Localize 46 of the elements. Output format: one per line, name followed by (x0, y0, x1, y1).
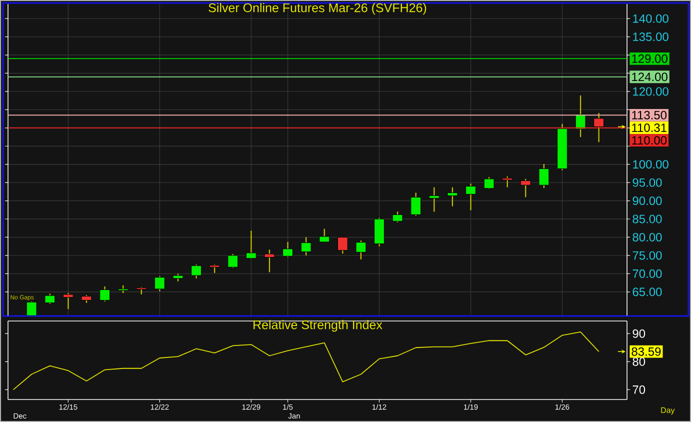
ref-line-label: 124.00 (632, 72, 668, 82)
candlestick (319, 228, 330, 243)
candlestick (228, 253, 238, 268)
y-tick-label: 75.00 (632, 251, 662, 260)
candlestick (282, 241, 293, 258)
candlestick (154, 276, 165, 292)
annotation: 83.59 (632, 347, 661, 356)
candlestick (520, 178, 531, 198)
y-tick-label: 70.00 (632, 269, 662, 278)
candlestick (392, 211, 403, 223)
chart-title: Relative Strength Index (254, 320, 382, 332)
ref-line-label: 110.00 (632, 136, 667, 145)
y-tick-label: 135.00 (633, 32, 668, 42)
y-tick-label: 85.00 (632, 214, 662, 224)
annotation: 110.31 (632, 124, 666, 132)
candlestick (63, 292, 74, 310)
ref-line-label: 113.50 (632, 110, 667, 120)
candlestick (26, 300, 37, 316)
y-tick-label: 65.00 (632, 288, 662, 296)
ref-line-label: 129.00 (632, 54, 668, 63)
candlestick (300, 236, 312, 256)
y-tick-label: 90 (632, 329, 646, 338)
y-tick-label: 70 (632, 385, 646, 394)
y-tick-label: 80.00 (632, 232, 662, 242)
y-tick-label: 90.00 (632, 196, 662, 206)
candlestick (246, 230, 256, 260)
y-tick-label: 140.00 (633, 14, 668, 23)
candlestick (538, 163, 550, 189)
candlestick (191, 264, 202, 279)
candlestick (337, 236, 348, 254)
candlestick (100, 286, 110, 302)
candlestick (428, 186, 440, 212)
candlestick (410, 192, 422, 216)
y-tick-label: 120.00 (633, 87, 668, 96)
candlestick (484, 176, 494, 190)
y-tick-label: 80 (632, 357, 646, 366)
y-tick-label: 95.00 (632, 178, 662, 187)
chart-title: Silver Online Futures Mar-26 (SVFH26) (208, 3, 426, 15)
x-axis-title: Day (661, 407, 675, 415)
candlestick (447, 186, 458, 207)
candlestick (264, 249, 275, 273)
candlestick (466, 183, 476, 211)
candlestick (44, 293, 56, 304)
candlestick (356, 240, 366, 260)
y-tick-label: 100.00 (633, 160, 668, 169)
candlestick (502, 176, 513, 188)
